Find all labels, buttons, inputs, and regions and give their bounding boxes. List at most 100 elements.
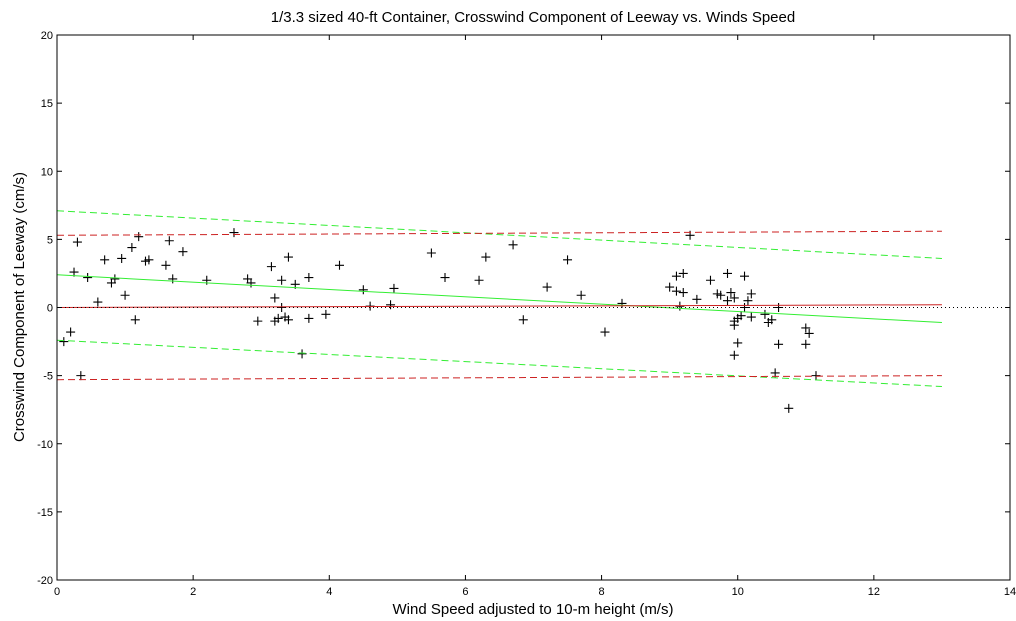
data-point xyxy=(600,327,610,337)
y-tick: -20 xyxy=(37,575,1010,587)
data-point xyxy=(83,273,93,283)
data-point xyxy=(518,315,528,325)
data-point xyxy=(358,285,368,295)
data-point xyxy=(746,289,756,299)
data-point xyxy=(542,282,552,292)
ticks-layer: 0 2 4 6 8 10 12 14 -20 -15 -10 -5 0 5 10 15 20 xyxy=(37,30,1016,598)
data-point xyxy=(117,253,127,263)
data-point xyxy=(59,337,69,347)
data-point xyxy=(729,293,739,303)
data-point xyxy=(767,315,777,325)
data-point xyxy=(729,350,739,360)
y-tick: 5 xyxy=(47,234,1010,246)
data-point xyxy=(508,240,518,250)
data-point xyxy=(283,315,293,325)
x-tick: 10 xyxy=(732,35,744,598)
red-dashed-line xyxy=(56,375,942,381)
data-point xyxy=(474,275,484,285)
x-tick: 2 xyxy=(190,35,196,598)
y-tick-label: 10 xyxy=(41,166,53,178)
y-tick: 20 xyxy=(41,30,1010,42)
data-point xyxy=(304,273,314,283)
data-point xyxy=(678,268,688,278)
data-point xyxy=(723,268,733,278)
data-point xyxy=(76,371,86,381)
data-point xyxy=(729,320,739,330)
data-point xyxy=(440,273,450,283)
data-point xyxy=(321,309,331,319)
data-point xyxy=(69,267,79,277)
data-point xyxy=(253,316,263,326)
chart-title: 1/3.3 sized 40-ft Container, Crosswind C… xyxy=(271,9,795,26)
x-tick-label: 0 xyxy=(54,586,60,598)
data-point xyxy=(716,290,726,300)
y-tick-label: -10 xyxy=(37,439,53,451)
y-tick-label: 5 xyxy=(47,234,53,246)
data-point xyxy=(110,274,120,284)
data-point xyxy=(726,288,736,298)
data-point xyxy=(246,278,256,288)
data-point xyxy=(481,252,491,262)
data-point xyxy=(66,327,76,337)
data-point xyxy=(736,311,746,321)
data-point xyxy=(811,371,821,381)
red-solid-line xyxy=(56,304,942,308)
data-point xyxy=(72,237,82,247)
data-point xyxy=(733,338,743,348)
data-point xyxy=(270,293,280,303)
data-point xyxy=(120,290,130,300)
data-point xyxy=(304,313,314,323)
data-point xyxy=(675,301,685,311)
data-point xyxy=(784,403,794,413)
x-tick: 8 xyxy=(599,35,605,598)
red-dashed-line xyxy=(56,230,942,236)
green-dashed-line xyxy=(56,210,942,259)
data-point xyxy=(760,309,770,319)
data-point xyxy=(426,248,436,258)
y-tick: 10 xyxy=(41,166,1010,178)
data-point xyxy=(617,298,627,308)
y-tick-label: -5 xyxy=(43,371,53,383)
x-tick: 0 xyxy=(54,35,60,598)
data-point xyxy=(297,349,307,359)
data-point xyxy=(127,243,137,253)
data-point xyxy=(130,315,140,325)
x-tick: 4 xyxy=(326,35,332,598)
x-axis-label: Wind Speed adjusted to 10-m height (m/s) xyxy=(393,601,674,618)
data-point xyxy=(678,288,688,298)
data-point xyxy=(168,274,178,284)
green-dashed-line xyxy=(56,339,942,388)
x-tick: 14 xyxy=(1004,35,1016,598)
data-point xyxy=(283,252,293,262)
y-tick-label: 15 xyxy=(41,98,53,110)
data-point xyxy=(389,283,399,293)
data-point xyxy=(161,260,171,270)
data-point xyxy=(723,296,733,306)
y-tick-label: -20 xyxy=(37,575,53,587)
data-point xyxy=(804,328,814,338)
x-tick: 6 xyxy=(462,35,468,598)
x-tick: 12 xyxy=(868,35,880,598)
data-point xyxy=(164,236,174,246)
data-point xyxy=(801,323,811,333)
y-axis-label: Crosswind Component of Leeway (cm/s) xyxy=(11,172,28,442)
data-point xyxy=(277,275,287,285)
data-point xyxy=(334,260,344,270)
data-point xyxy=(563,255,573,265)
series-layer xyxy=(56,210,1010,413)
x-tick-label: 6 xyxy=(462,586,468,598)
data-point xyxy=(740,271,750,281)
y-tick: 15 xyxy=(41,98,1010,110)
data-point xyxy=(178,247,188,257)
x-tick-label: 14 xyxy=(1004,586,1016,598)
x-tick-label: 8 xyxy=(599,586,605,598)
x-tick-label: 2 xyxy=(190,586,196,598)
data-point xyxy=(801,339,811,349)
data-point xyxy=(665,282,675,292)
data-point xyxy=(134,232,144,242)
x-tick-label: 4 xyxy=(326,586,332,598)
data-point xyxy=(100,255,110,265)
data-point xyxy=(386,300,396,310)
data-point xyxy=(743,296,753,306)
